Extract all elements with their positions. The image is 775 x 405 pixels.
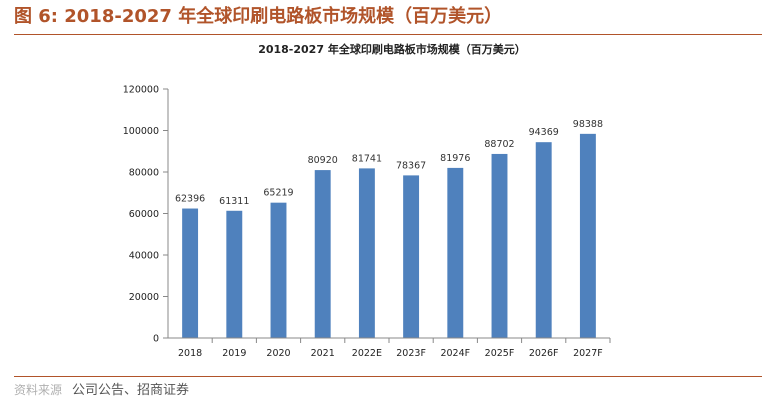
data-label: 81741	[352, 153, 382, 164]
watermark-text: 资料来源	[14, 383, 63, 397]
data-label: 80920	[308, 155, 338, 166]
bar	[447, 167, 464, 338]
y-tick-label: 20000	[129, 292, 159, 303]
data-label: 65219	[263, 188, 293, 199]
bar	[314, 170, 331, 338]
y-tick-label: 80000	[129, 168, 159, 179]
header-divider	[14, 34, 762, 35]
bar	[403, 175, 420, 338]
bar	[270, 202, 287, 338]
bar-chart: 2018-2027 年全球印刷电路板市场规模（百万美元） 0 20000 40000…	[123, 42, 611, 359]
x-tick-label: 2027F	[573, 348, 603, 359]
x-axis-ticks: 2018 2019 2020 2021 2022E 2023F 2024F 2025F 2026…	[178, 338, 611, 359]
chart-title: 2018-2027 年全球印刷电路板市场规模（百万美元）	[258, 42, 526, 56]
bars-layer	[182, 133, 596, 338]
figure-title: 图 6: 2018-2027 年全球印刷电路板市场规模（百万美元）	[14, 6, 503, 27]
y-tick-label: 0	[153, 334, 159, 345]
bar	[579, 133, 596, 338]
y-tick-label: 100000	[123, 126, 159, 137]
bar	[535, 142, 552, 338]
data-label: 88702	[484, 139, 514, 150]
data-label: 62396	[175, 194, 205, 205]
x-tick-label: 2020	[266, 348, 290, 359]
x-tick-label: 2022E	[352, 348, 382, 359]
data-label: 81976	[440, 153, 470, 164]
x-tick-label: 2024F	[440, 348, 470, 359]
y-axis-ticks: 0 20000 40000 60000 80000 100000 120000	[123, 85, 168, 345]
x-tick-label: 2019	[222, 348, 246, 359]
data-label: 94369	[529, 127, 559, 138]
bar	[358, 168, 375, 338]
x-tick-label: 2026F	[529, 348, 559, 359]
footer-divider	[14, 376, 762, 377]
y-tick-label: 60000	[129, 209, 159, 220]
source-text: 公司公告、招商证券	[72, 383, 190, 398]
data-label: 98388	[573, 119, 603, 130]
x-tick-label: 2018	[178, 348, 202, 359]
data-label: 78367	[396, 160, 426, 171]
source-note: 资料来源 公司公告、招商证券	[14, 380, 189, 400]
data-label: 61311	[219, 196, 249, 207]
x-tick-label: 2021	[311, 348, 335, 359]
bar	[226, 210, 243, 338]
x-tick-label: 2023F	[396, 348, 426, 359]
bar	[182, 208, 199, 338]
x-tick-label: 2025F	[485, 348, 515, 359]
data-labels: 62396 61311 65219 80920 81741 78367 81976 88702…	[175, 119, 603, 207]
bar	[491, 153, 508, 338]
y-tick-label: 40000	[129, 251, 159, 262]
y-tick-label: 120000	[123, 85, 159, 96]
